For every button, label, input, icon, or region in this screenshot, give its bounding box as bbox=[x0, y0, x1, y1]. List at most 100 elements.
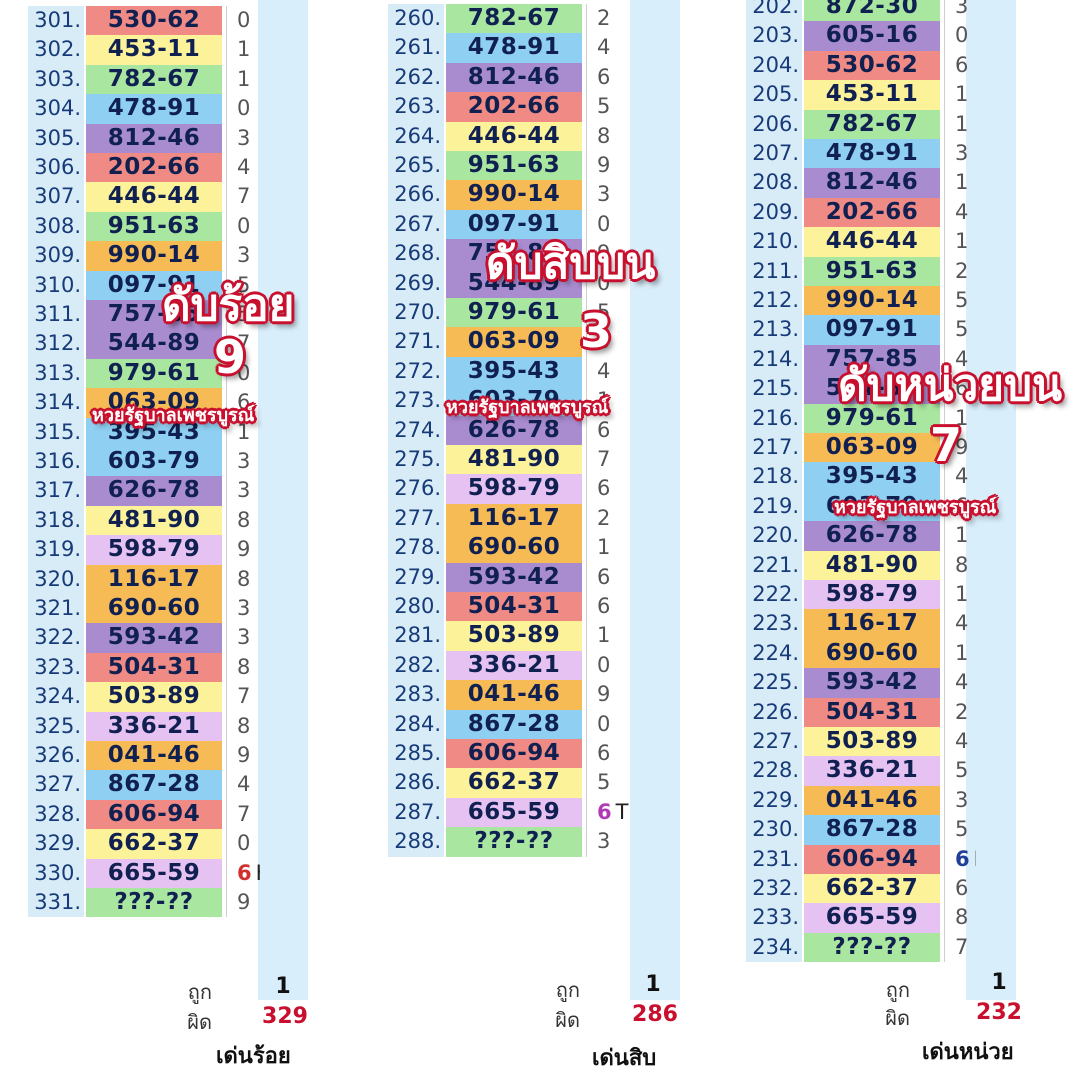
result-pair: 063-09 bbox=[804, 433, 940, 463]
draw-number: 330. bbox=[28, 858, 84, 888]
result-pair: 202-66 bbox=[446, 92, 582, 122]
digit-value: 3 bbox=[226, 476, 260, 506]
result-pair: 867-28 bbox=[804, 815, 940, 845]
result-pair: 606-94 bbox=[86, 799, 222, 830]
list-item: 209. 202-66 4 bbox=[746, 197, 976, 228]
result-pair: 202-66 bbox=[804, 197, 940, 228]
result-pair: 395-43 bbox=[804, 462, 940, 492]
result-pair: 665-59 bbox=[446, 797, 582, 828]
digit-value: 5 bbox=[226, 300, 260, 330]
list-item: 284. 867-28 0 bbox=[388, 709, 633, 739]
draw-number: 283. bbox=[388, 680, 444, 710]
draw-number: 325. bbox=[28, 711, 84, 741]
result-pair: 979-61 bbox=[804, 403, 940, 433]
list-item: 268. 757-85 9 bbox=[388, 239, 633, 269]
list-item: 211. 951-63 2 bbox=[746, 256, 976, 286]
result-pair: 116-17 bbox=[446, 503, 582, 534]
list-item: 205. 453-11 1 bbox=[746, 80, 976, 110]
digit-value: 3 bbox=[226, 447, 260, 477]
list-item: 231.606-946F bbox=[746, 844, 976, 874]
digit: 3 bbox=[237, 243, 251, 268]
list-item: 219. 603-79 6 bbox=[746, 491, 976, 522]
result-pair: 503-89 bbox=[804, 727, 940, 757]
digit: 7 bbox=[237, 331, 251, 356]
column-tens: 260. 782-67 2 261. 478-91 4 262. 812-46 6 263. 202… bbox=[360, 0, 700, 1080]
digit-value: 0 bbox=[226, 94, 260, 124]
draw-number: 215. bbox=[746, 374, 802, 404]
draw-number: 316. bbox=[28, 447, 84, 477]
result-pair: 951-63 bbox=[804, 256, 940, 286]
draw-number: 202. bbox=[746, 0, 802, 22]
digit: 3 bbox=[597, 829, 611, 854]
digit-value: 3 bbox=[944, 139, 976, 169]
digit-value: 9 bbox=[226, 741, 260, 771]
result-pair: 605-16 bbox=[804, 21, 940, 51]
digit-value: 4 bbox=[226, 153, 260, 183]
draw-number: 220. bbox=[746, 521, 802, 551]
digit: 7 bbox=[237, 184, 251, 209]
result-pair: 336-21 bbox=[86, 711, 222, 741]
draw-number: 275. bbox=[388, 445, 444, 475]
correct-count: 1 bbox=[991, 970, 1007, 995]
list-item: 265. 951-63 9 bbox=[388, 151, 633, 181]
digit: 1 bbox=[955, 523, 969, 548]
list-item: 221. 481-90 8 bbox=[746, 550, 976, 580]
draw-number: 313. bbox=[28, 358, 84, 389]
digit-value: 6 bbox=[944, 874, 976, 904]
result-pair: 606-94 bbox=[804, 844, 940, 874]
digit-value: 8 bbox=[944, 550, 976, 580]
digit: 5 bbox=[955, 288, 969, 312]
digit: 2 bbox=[597, 6, 611, 30]
result-pair: 503-89 bbox=[446, 621, 582, 651]
draw-number: 267. bbox=[388, 209, 444, 240]
draw-number: 261. bbox=[388, 33, 444, 63]
digit: 6 bbox=[597, 594, 611, 618]
list-item: 301. 530-62 0 bbox=[28, 6, 260, 36]
digit: 8 bbox=[955, 905, 969, 930]
list-item: 312. 544-89 7 bbox=[28, 329, 260, 359]
draw-number: 265. bbox=[388, 151, 444, 181]
list-item: 229. 041-46 3 bbox=[746, 785, 976, 816]
digit-value: 2 bbox=[944, 697, 976, 727]
list-item: 304. 478-91 0 bbox=[28, 94, 260, 124]
digit-value: 1 bbox=[944, 403, 976, 433]
list-item: 330.665-596H bbox=[28, 858, 260, 888]
result-pair: 979-61 bbox=[446, 298, 582, 328]
stamp-brand-hundreds: หวยรัฐบาลเพชรบูรณ์ bbox=[92, 405, 255, 426]
draw-number: 327. bbox=[28, 770, 84, 800]
digit-value: 4 bbox=[944, 609, 976, 639]
digit: 0 bbox=[597, 711, 611, 736]
correct-count: 1 bbox=[275, 974, 291, 999]
digit: 4 bbox=[955, 464, 969, 489]
digit: 0 bbox=[237, 831, 251, 856]
digit-value: 1 bbox=[226, 64, 260, 95]
digit-value: 9 bbox=[226, 888, 260, 918]
list-item: 208. 812-46 1 bbox=[746, 168, 976, 198]
hit-marker: F bbox=[974, 847, 976, 871]
draw-number: 328. bbox=[28, 799, 84, 830]
list-item: 319. 598-79 9 bbox=[28, 535, 260, 565]
digit-value: 8 bbox=[226, 652, 260, 683]
digit: 1 bbox=[955, 582, 969, 606]
list-item: 321. 690-60 3 bbox=[28, 594, 260, 624]
digit: 6 bbox=[597, 64, 611, 89]
digit: 4 bbox=[237, 772, 251, 797]
draw-number: 305. bbox=[28, 123, 84, 153]
list-item: 324. 503-89 7 bbox=[28, 682, 260, 712]
digit-value: 1 bbox=[944, 580, 976, 610]
digit-value: 1 bbox=[944, 80, 976, 110]
digit: 7 bbox=[237, 684, 251, 709]
result-pair: 336-21 bbox=[446, 650, 582, 681]
list-item: 285. 606-94 6 bbox=[388, 739, 633, 769]
correct-label: ถูก bbox=[555, 978, 580, 1002]
draw-number: 231. bbox=[746, 844, 802, 874]
draw-number: 208. bbox=[746, 168, 802, 198]
draw-number: 273. bbox=[388, 386, 444, 416]
list-item: 223. 116-17 4 bbox=[746, 609, 976, 639]
digit: 1 bbox=[597, 535, 611, 560]
stamp-title-units: ดับหน่วยบน bbox=[838, 360, 1063, 411]
list-item: 220. 626-78 1 bbox=[746, 521, 976, 551]
list-item: 228. 336-21 5 bbox=[746, 756, 976, 786]
draw-number: 205. bbox=[746, 80, 802, 110]
